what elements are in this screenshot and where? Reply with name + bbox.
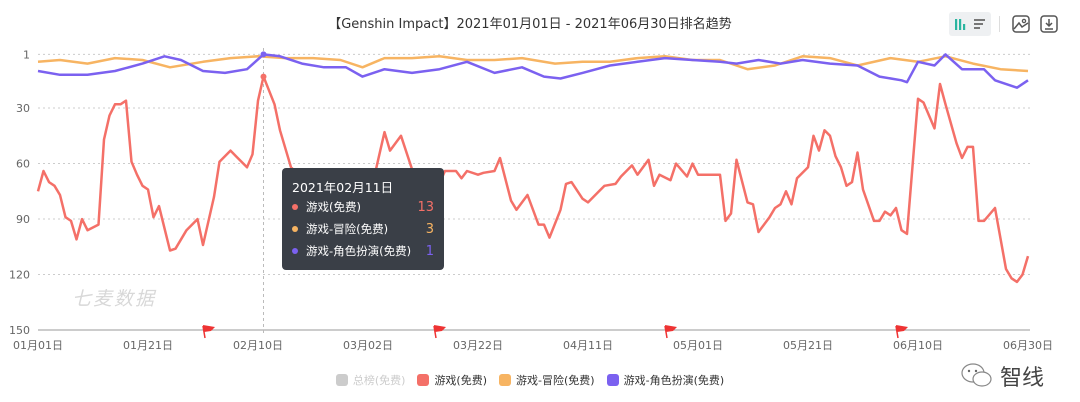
legend-item[interactable]: 游戏(免费): [417, 372, 487, 388]
wechat-icon: [961, 363, 992, 387]
brand-logo: 智线: [960, 360, 1044, 392]
legend-swatch: [606, 374, 619, 386]
flag-icon: [203, 325, 215, 332]
x-tick-label: 03月02日: [343, 339, 393, 352]
x-tick-label: 01月21日: [123, 339, 173, 352]
chart-title: 【Genshin Impact】2021年01月01日 - 2021年06月30…: [328, 17, 732, 32]
tooltip-row: 游戏-角色扮演(免费) 1: [292, 243, 434, 259]
tooltip-label: 游戏(免费): [306, 200, 361, 214]
series-line-3: [37, 53, 1029, 89]
x-tick-label: 05月21日: [783, 339, 833, 352]
tooltip-value: 1: [425, 243, 434, 259]
legend-label: 游戏-角色扮演(免费): [623, 374, 725, 387]
toolbar-divider: [999, 16, 1000, 32]
tooltip-value: 13: [417, 199, 434, 215]
data-point: [260, 73, 267, 80]
series-dot: [292, 204, 298, 210]
x-tick-label: 01月01日: [13, 339, 63, 352]
legend: 总榜(免费) 游戏(免费) 游戏-冒险(免费) 游戏-角色扮演(免费): [0, 372, 1060, 388]
y-tick-label: 90: [16, 213, 30, 226]
y-tick-label: 1: [23, 48, 30, 61]
series-dot: [292, 226, 298, 232]
view-toggle[interactable]: [949, 12, 991, 36]
x-tick-label: 04月11日: [563, 339, 613, 352]
list-icon[interactable]: [973, 17, 987, 31]
legend-label: 总榜(免费): [352, 374, 406, 387]
image-export-icon: [1012, 15, 1030, 33]
legend-swatch: [335, 374, 348, 386]
legend-swatch: [499, 374, 512, 386]
legend-label: 游戏-冒险(免费): [516, 374, 595, 387]
flag-icon: [434, 325, 446, 332]
legend-label: 游戏(免费): [434, 374, 488, 387]
legend-item[interactable]: 游戏-冒险(免费): [499, 372, 595, 388]
x-tick-label: 02月10日: [233, 339, 283, 352]
series-line-1: [36, 75, 1030, 284]
tooltip-label: 游戏-角色扮演(免费): [306, 244, 412, 258]
bar-chart-icon[interactable]: [953, 17, 969, 31]
download-button[interactable]: [1038, 12, 1060, 36]
image-export-button[interactable]: [1010, 12, 1032, 36]
tooltip-label: 游戏-冒险(免费): [306, 222, 389, 236]
tooltip: 2021年02月11日 游戏(免费) 13 游戏-冒险(免费) 3 游戏-角色扮演(…: [282, 168, 444, 270]
watermark: 七麦数据: [72, 288, 157, 310]
y-tick-label: 60: [16, 158, 30, 171]
x-tick-label: 06月10日: [893, 339, 943, 352]
tooltip-value: 3: [425, 221, 434, 237]
y-tick-label: 150: [9, 324, 30, 337]
tooltip-row: 游戏(免费) 13: [292, 199, 434, 215]
tooltip-row: 游戏-冒险(免费) 3: [292, 221, 434, 237]
legend-item[interactable]: 游戏-角色扮演(免费): [606, 372, 725, 388]
x-tick-label: 03月22日: [453, 339, 503, 352]
x-tick-label: 05月01日: [673, 339, 723, 352]
legend-swatch: [417, 374, 430, 386]
brand-name: 智线: [1000, 366, 1045, 391]
flag-icon: [896, 325, 908, 332]
legend-item[interactable]: 总榜(免费): [335, 372, 406, 388]
series-dot: [292, 248, 298, 254]
tooltip-date: 2021年02月11日: [292, 180, 394, 195]
y-tick-label: 120: [9, 269, 30, 282]
flag-icon: [665, 325, 677, 332]
data-point: [260, 51, 267, 58]
x-tick-label: 06月30日: [1003, 339, 1053, 352]
y-tick-label: 30: [16, 102, 30, 115]
download-icon: [1040, 15, 1058, 33]
